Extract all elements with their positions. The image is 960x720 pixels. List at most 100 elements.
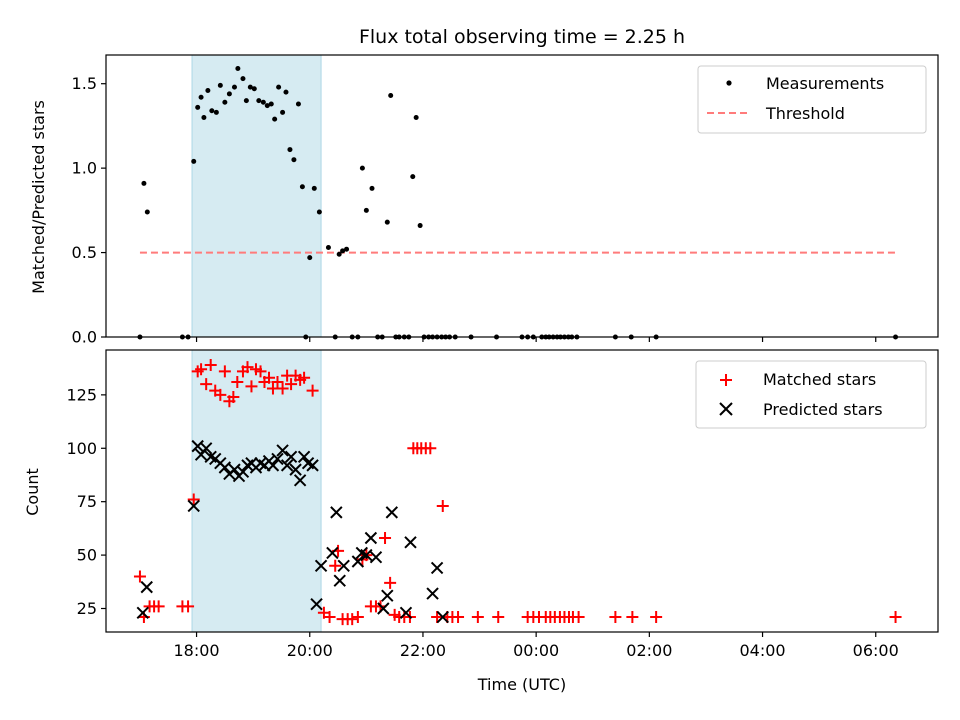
top-chart: 0.0 0.5 1.0 1.5 Flux total observing time =…	[29, 26, 939, 347]
predicted-star-point	[351, 555, 365, 568]
measurement-point	[359, 165, 365, 171]
top-ytick-label: 1.5	[72, 74, 97, 93]
measurement-point	[291, 157, 297, 163]
bottom-xtick-label: 02:00	[626, 641, 672, 660]
matched-star-point	[379, 532, 392, 544]
top-chart-shaded-span	[191, 54, 322, 338]
bottom-chart: 18:00 20:00 22:00 00:00 02:00 04:00 06:00 25 50…	[23, 349, 939, 694]
top-ytick-label: 0.0	[72, 328, 97, 347]
top-chart-xticks	[195, 337, 877, 342]
predicted-star-point	[326, 546, 339, 560]
bottom-xtick-label: 00:00	[513, 641, 559, 660]
matched-star-point	[245, 380, 258, 393]
predicted-star-point	[280, 459, 294, 472]
measurement-point	[191, 158, 197, 164]
matched-star-point	[214, 388, 227, 401]
measurement-point	[213, 109, 219, 115]
matched-star-point	[424, 442, 437, 455]
predicted-star-point	[360, 548, 373, 562]
matched-star-point	[609, 611, 622, 624]
matched-star-point	[276, 382, 289, 395]
matched-star-point	[204, 358, 217, 371]
measurement-point	[316, 209, 322, 215]
bottom-chart-frame	[105, 349, 939, 633]
measurement-point	[231, 84, 237, 90]
measurement-point	[287, 147, 293, 153]
bottom-chart-ylabel: Count	[23, 468, 42, 516]
measurement-point	[272, 116, 278, 122]
bottom-ytick-label: 50	[77, 546, 97, 565]
matched-star-point	[471, 611, 484, 624]
measurement-point	[217, 82, 223, 88]
matched-star-point	[384, 576, 397, 589]
predicted-star-point	[310, 598, 323, 611]
measurement-point	[417, 223, 423, 229]
matched-star-point	[218, 365, 231, 378]
predicted-star-point	[333, 574, 346, 587]
predicted-star-point	[426, 587, 439, 600]
bottom-ytick-label: 100	[66, 439, 97, 458]
predicted-star-point	[377, 602, 390, 615]
predicted-star-point	[293, 474, 307, 487]
top-ytick-label: 0.5	[72, 243, 97, 262]
bottom-ytick-label: 75	[77, 492, 97, 511]
matched-star-point	[431, 611, 444, 624]
measurement-point	[222, 99, 228, 105]
predicted-star-point	[266, 459, 280, 472]
legend-matched-marker	[720, 374, 732, 386]
predicted-star-point	[369, 551, 383, 564]
measurement-point	[209, 108, 215, 114]
predicted-star-point	[404, 536, 417, 549]
matched-star-point	[231, 376, 244, 389]
measurement-point	[247, 84, 253, 90]
matched-star-point	[133, 570, 146, 583]
predicted-star-point	[430, 561, 444, 575]
measurement-point	[264, 103, 270, 109]
measurement-point	[384, 219, 390, 225]
predicted-star-point	[330, 506, 343, 519]
measurement-point	[413, 114, 419, 120]
bottom-xtick-label: 20:00	[287, 641, 333, 660]
legend-predicted-marker	[719, 402, 733, 416]
top-chart-ylabel: Matched/Predicted stars	[29, 100, 48, 294]
legend-matched-label: Matched stars	[763, 370, 876, 389]
measurement-point	[256, 98, 262, 104]
matched-star-point	[346, 613, 359, 626]
matched-star-point	[227, 391, 240, 403]
legend-measurements-marker	[726, 80, 732, 86]
matched-star-point	[650, 611, 663, 624]
matched-star-point	[195, 363, 208, 376]
bottom-ytick-label: 25	[77, 599, 97, 618]
measurement-point	[340, 248, 346, 254]
matched-star-point	[889, 611, 902, 624]
predicted-star-point	[140, 580, 153, 594]
measurement-point	[226, 91, 232, 97]
chart-title: Flux total observing time = 2.25 h	[359, 26, 685, 48]
measurement-point	[205, 87, 211, 93]
bottom-xtick-label: 22:00	[400, 641, 446, 660]
predicted-star-point	[187, 499, 200, 513]
bottom-chart-legend: Matched stars Predicted stars	[695, 360, 927, 429]
predicted-star-point	[271, 452, 284, 466]
matched-star-point	[626, 611, 639, 624]
matched-star-point	[492, 611, 505, 624]
matched-star-point	[254, 365, 267, 378]
matched-star-point	[182, 600, 195, 613]
top-chart-legend: Measurements Threshold	[697, 65, 927, 134]
measurement-point	[276, 84, 282, 90]
bottom-chart-predicted-points	[136, 439, 449, 624]
measurement-point	[260, 99, 266, 105]
bottom-chart-yticks: 25 50 75 100 125	[66, 385, 106, 618]
measurement-point	[201, 114, 207, 120]
measurement-point	[311, 185, 317, 191]
measurement-point	[283, 89, 289, 95]
bottom-xtick-label: 18:00	[174, 641, 220, 660]
bottom-observing-window	[191, 349, 322, 633]
bottom-xtick-label: 04:00	[739, 641, 785, 660]
predicted-star-point	[337, 559, 350, 572]
measurement-point	[195, 104, 201, 110]
top-observing-window	[191, 54, 322, 338]
bottom-chart-xlabel: Time (UTC)	[477, 675, 566, 694]
predicted-star-point	[136, 606, 149, 619]
